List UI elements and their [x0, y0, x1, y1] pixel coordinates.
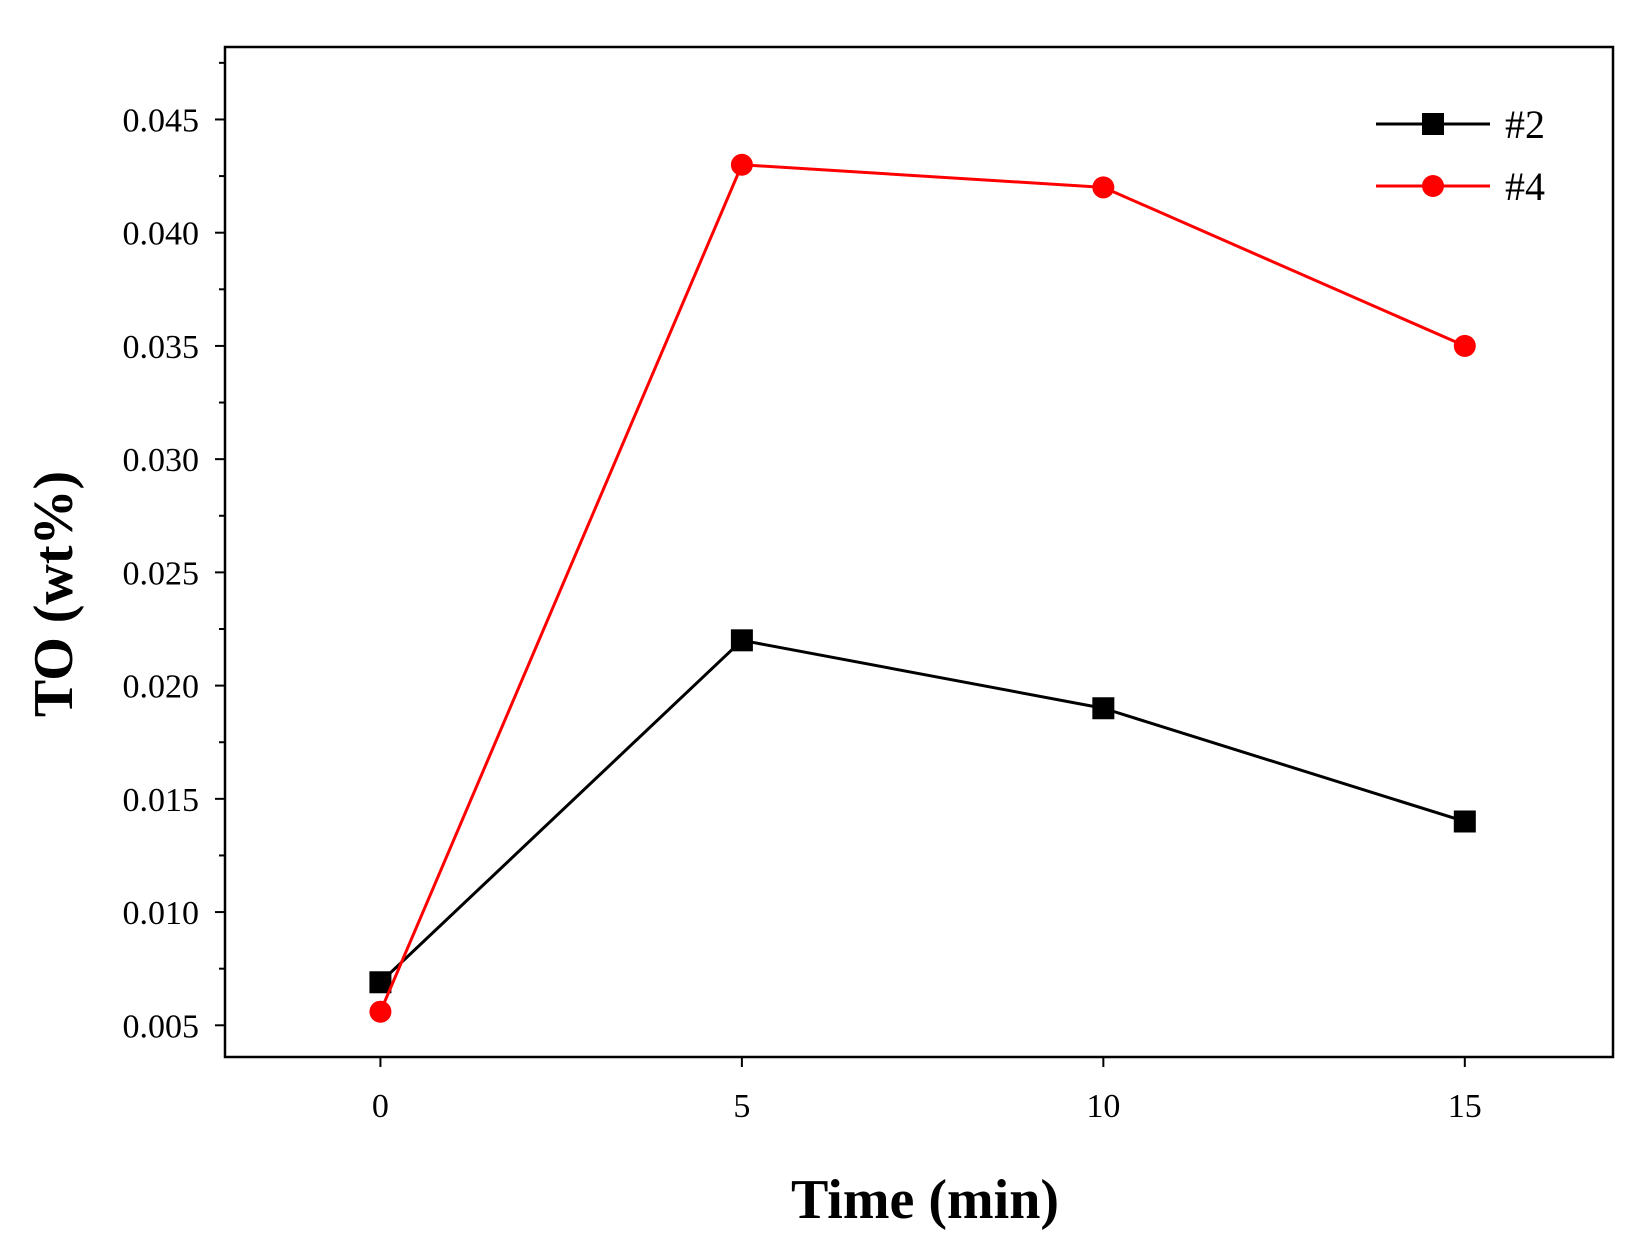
x-tick-label: 15 [1448, 1088, 1482, 1125]
y-tick-label: 0.045 [123, 102, 200, 139]
data-point [369, 971, 392, 994]
data-point [1092, 176, 1115, 199]
y-tick-label: 0.030 [123, 442, 200, 479]
y-tick-label: 0.020 [123, 669, 200, 706]
y-tick-label: 0.035 [123, 329, 200, 366]
legend-label: #4 [1505, 164, 1545, 209]
y-tick-label: 0.015 [123, 782, 200, 819]
y-axis-title: TO (wt%) [23, 471, 85, 717]
x-tick-label: 5 [733, 1088, 750, 1125]
legend-item: #2 [1376, 102, 1545, 147]
data-point [369, 1000, 392, 1023]
y-tick-label: 0.010 [123, 895, 200, 932]
y-tick-label: 0.040 [123, 216, 200, 253]
legend-label: #2 [1505, 102, 1545, 147]
data-point [730, 153, 753, 176]
data-point [1092, 697, 1115, 720]
data-point [1453, 810, 1476, 833]
series-line-1 [379, 638, 1466, 984]
legend-marker [1422, 113, 1444, 135]
y-tick-label: 0.005 [123, 1008, 200, 1045]
series-line-2 [379, 163, 1466, 1013]
x-axis-title: Time (min) [791, 1169, 1059, 1231]
x-tick-label: 0 [372, 1088, 389, 1125]
x-tick-label: 10 [1086, 1088, 1120, 1125]
data-point [730, 629, 753, 652]
plot-frame [223, 45, 1615, 1059]
y-tick-label: 0.025 [123, 555, 200, 592]
legend-marker [1422, 175, 1444, 197]
data-point [1453, 334, 1476, 357]
legend-item: #4 [1376, 164, 1545, 209]
